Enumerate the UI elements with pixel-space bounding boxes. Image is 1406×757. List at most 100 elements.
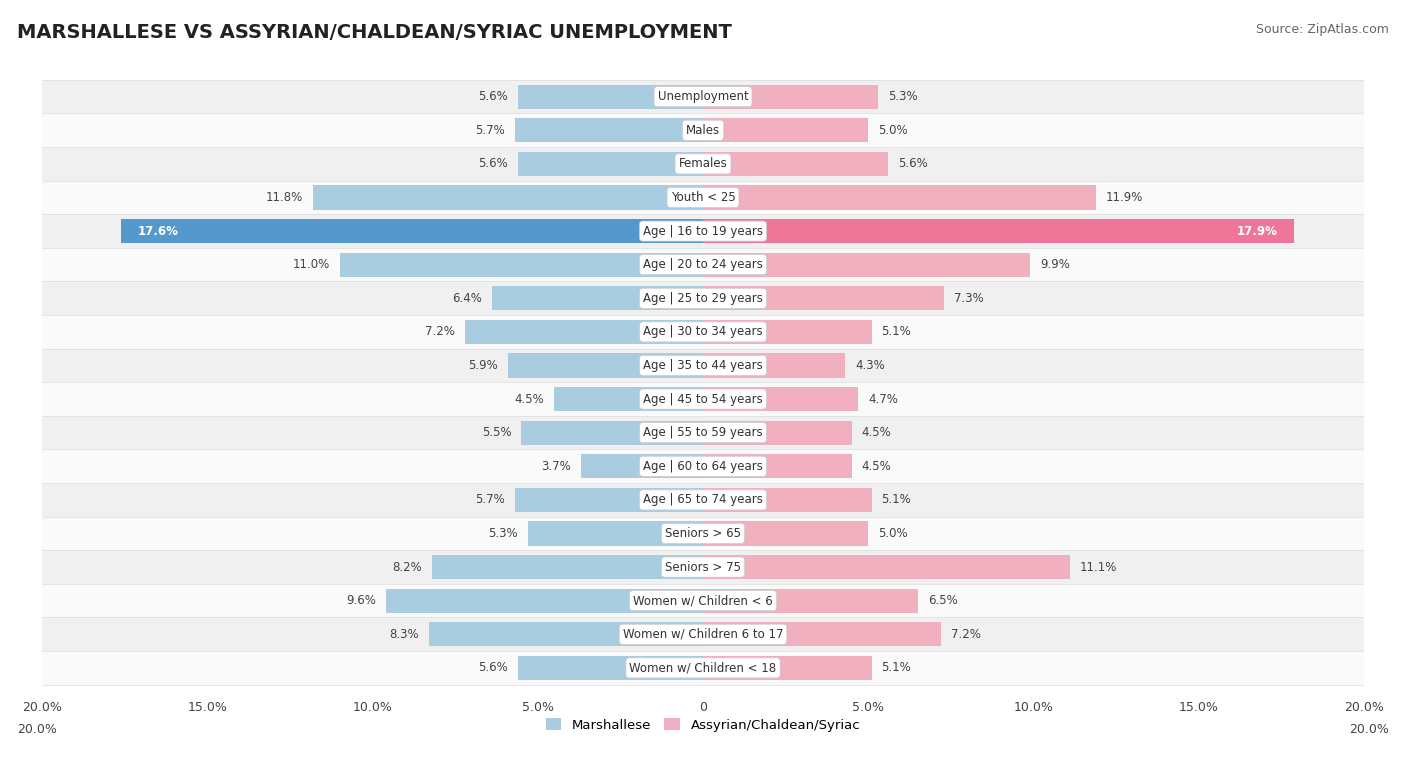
Text: Age | 60 to 64 years: Age | 60 to 64 years [643,459,763,473]
Bar [703,354,845,378]
Bar [508,354,703,378]
Text: 5.6%: 5.6% [478,662,508,674]
Bar [581,454,703,478]
Bar [554,387,703,411]
Bar [0,517,1406,550]
Bar [703,555,1070,579]
Text: MARSHALLESE VS ASSYRIAN/CHALDEAN/SYRIAC UNEMPLOYMENT: MARSHALLESE VS ASSYRIAN/CHALDEAN/SYRIAC … [17,23,731,42]
Text: 11.8%: 11.8% [266,191,304,204]
Text: Age | 35 to 44 years: Age | 35 to 44 years [643,359,763,372]
Bar [0,248,1406,282]
Text: 5.1%: 5.1% [882,494,911,506]
Bar [0,80,1406,114]
Bar [465,319,703,344]
Text: Age | 20 to 24 years: Age | 20 to 24 years [643,258,763,271]
Bar [492,286,703,310]
Text: 7.2%: 7.2% [950,628,980,640]
Bar [339,253,703,277]
Text: 8.2%: 8.2% [392,561,422,574]
Text: 6.4%: 6.4% [451,291,482,305]
Text: Age | 30 to 34 years: Age | 30 to 34 years [643,326,763,338]
Text: 4.5%: 4.5% [862,459,891,473]
Bar [517,152,703,176]
Bar [0,181,1406,214]
Bar [527,522,703,546]
Bar [703,488,872,512]
Text: 11.0%: 11.0% [292,258,329,271]
Bar [0,282,1406,315]
Bar [703,656,872,680]
Text: 5.3%: 5.3% [488,527,517,540]
Bar [0,584,1406,618]
Bar [0,114,1406,147]
Bar [703,522,868,546]
Text: Youth < 25: Youth < 25 [671,191,735,204]
Text: Age | 16 to 19 years: Age | 16 to 19 years [643,225,763,238]
Bar [0,315,1406,349]
Text: 5.0%: 5.0% [879,527,908,540]
Bar [703,387,858,411]
Bar [0,382,1406,416]
Text: 6.5%: 6.5% [928,594,957,607]
Bar [517,85,703,109]
Bar [432,555,703,579]
Text: 5.7%: 5.7% [475,124,505,137]
Text: 17.9%: 17.9% [1237,225,1278,238]
Bar [703,589,918,612]
Text: 5.0%: 5.0% [879,124,908,137]
Bar [0,450,1406,483]
Text: 4.5%: 4.5% [515,393,544,406]
Text: 7.3%: 7.3% [955,291,984,305]
Text: 5.1%: 5.1% [882,326,911,338]
Legend: Marshallese, Assyrian/Chaldean/Syriac: Marshallese, Assyrian/Chaldean/Syriac [540,713,866,737]
Bar [0,483,1406,517]
Bar [0,651,1406,684]
Bar [522,421,703,445]
Text: 20.0%: 20.0% [1350,723,1389,736]
Bar [703,286,945,310]
Bar [703,421,852,445]
Bar [517,656,703,680]
Text: Women w/ Children < 18: Women w/ Children < 18 [630,662,776,674]
Bar [0,214,1406,248]
Text: 5.3%: 5.3% [889,90,918,103]
Bar [515,118,703,142]
Text: Age | 45 to 54 years: Age | 45 to 54 years [643,393,763,406]
Text: 7.2%: 7.2% [426,326,456,338]
Text: 4.7%: 4.7% [868,393,898,406]
Text: 8.3%: 8.3% [389,628,419,640]
Bar [385,589,703,612]
Text: Males: Males [686,124,720,137]
Text: 3.7%: 3.7% [541,459,571,473]
Text: Seniors > 65: Seniors > 65 [665,527,741,540]
Bar [121,219,703,243]
Bar [703,85,879,109]
Text: 5.5%: 5.5% [482,426,512,439]
Text: Seniors > 75: Seniors > 75 [665,561,741,574]
Text: 5.9%: 5.9% [468,359,498,372]
Text: 5.6%: 5.6% [478,157,508,170]
Text: Age | 65 to 74 years: Age | 65 to 74 years [643,494,763,506]
Text: Unemployment: Unemployment [658,90,748,103]
Bar [0,416,1406,450]
Bar [703,454,852,478]
Text: 5.1%: 5.1% [882,662,911,674]
Text: Source: ZipAtlas.com: Source: ZipAtlas.com [1256,23,1389,36]
Bar [703,319,872,344]
Bar [515,488,703,512]
Bar [703,118,868,142]
Text: Women w/ Children 6 to 17: Women w/ Children 6 to 17 [623,628,783,640]
Text: 5.7%: 5.7% [475,494,505,506]
Text: Age | 25 to 29 years: Age | 25 to 29 years [643,291,763,305]
Bar [0,147,1406,181]
Bar [429,622,703,646]
Bar [703,622,941,646]
Text: 5.6%: 5.6% [478,90,508,103]
Bar [0,349,1406,382]
Bar [703,152,889,176]
Text: 9.6%: 9.6% [346,594,375,607]
Text: Females: Females [679,157,727,170]
Bar [314,185,703,210]
Text: 5.6%: 5.6% [898,157,928,170]
Text: 17.6%: 17.6% [138,225,179,238]
